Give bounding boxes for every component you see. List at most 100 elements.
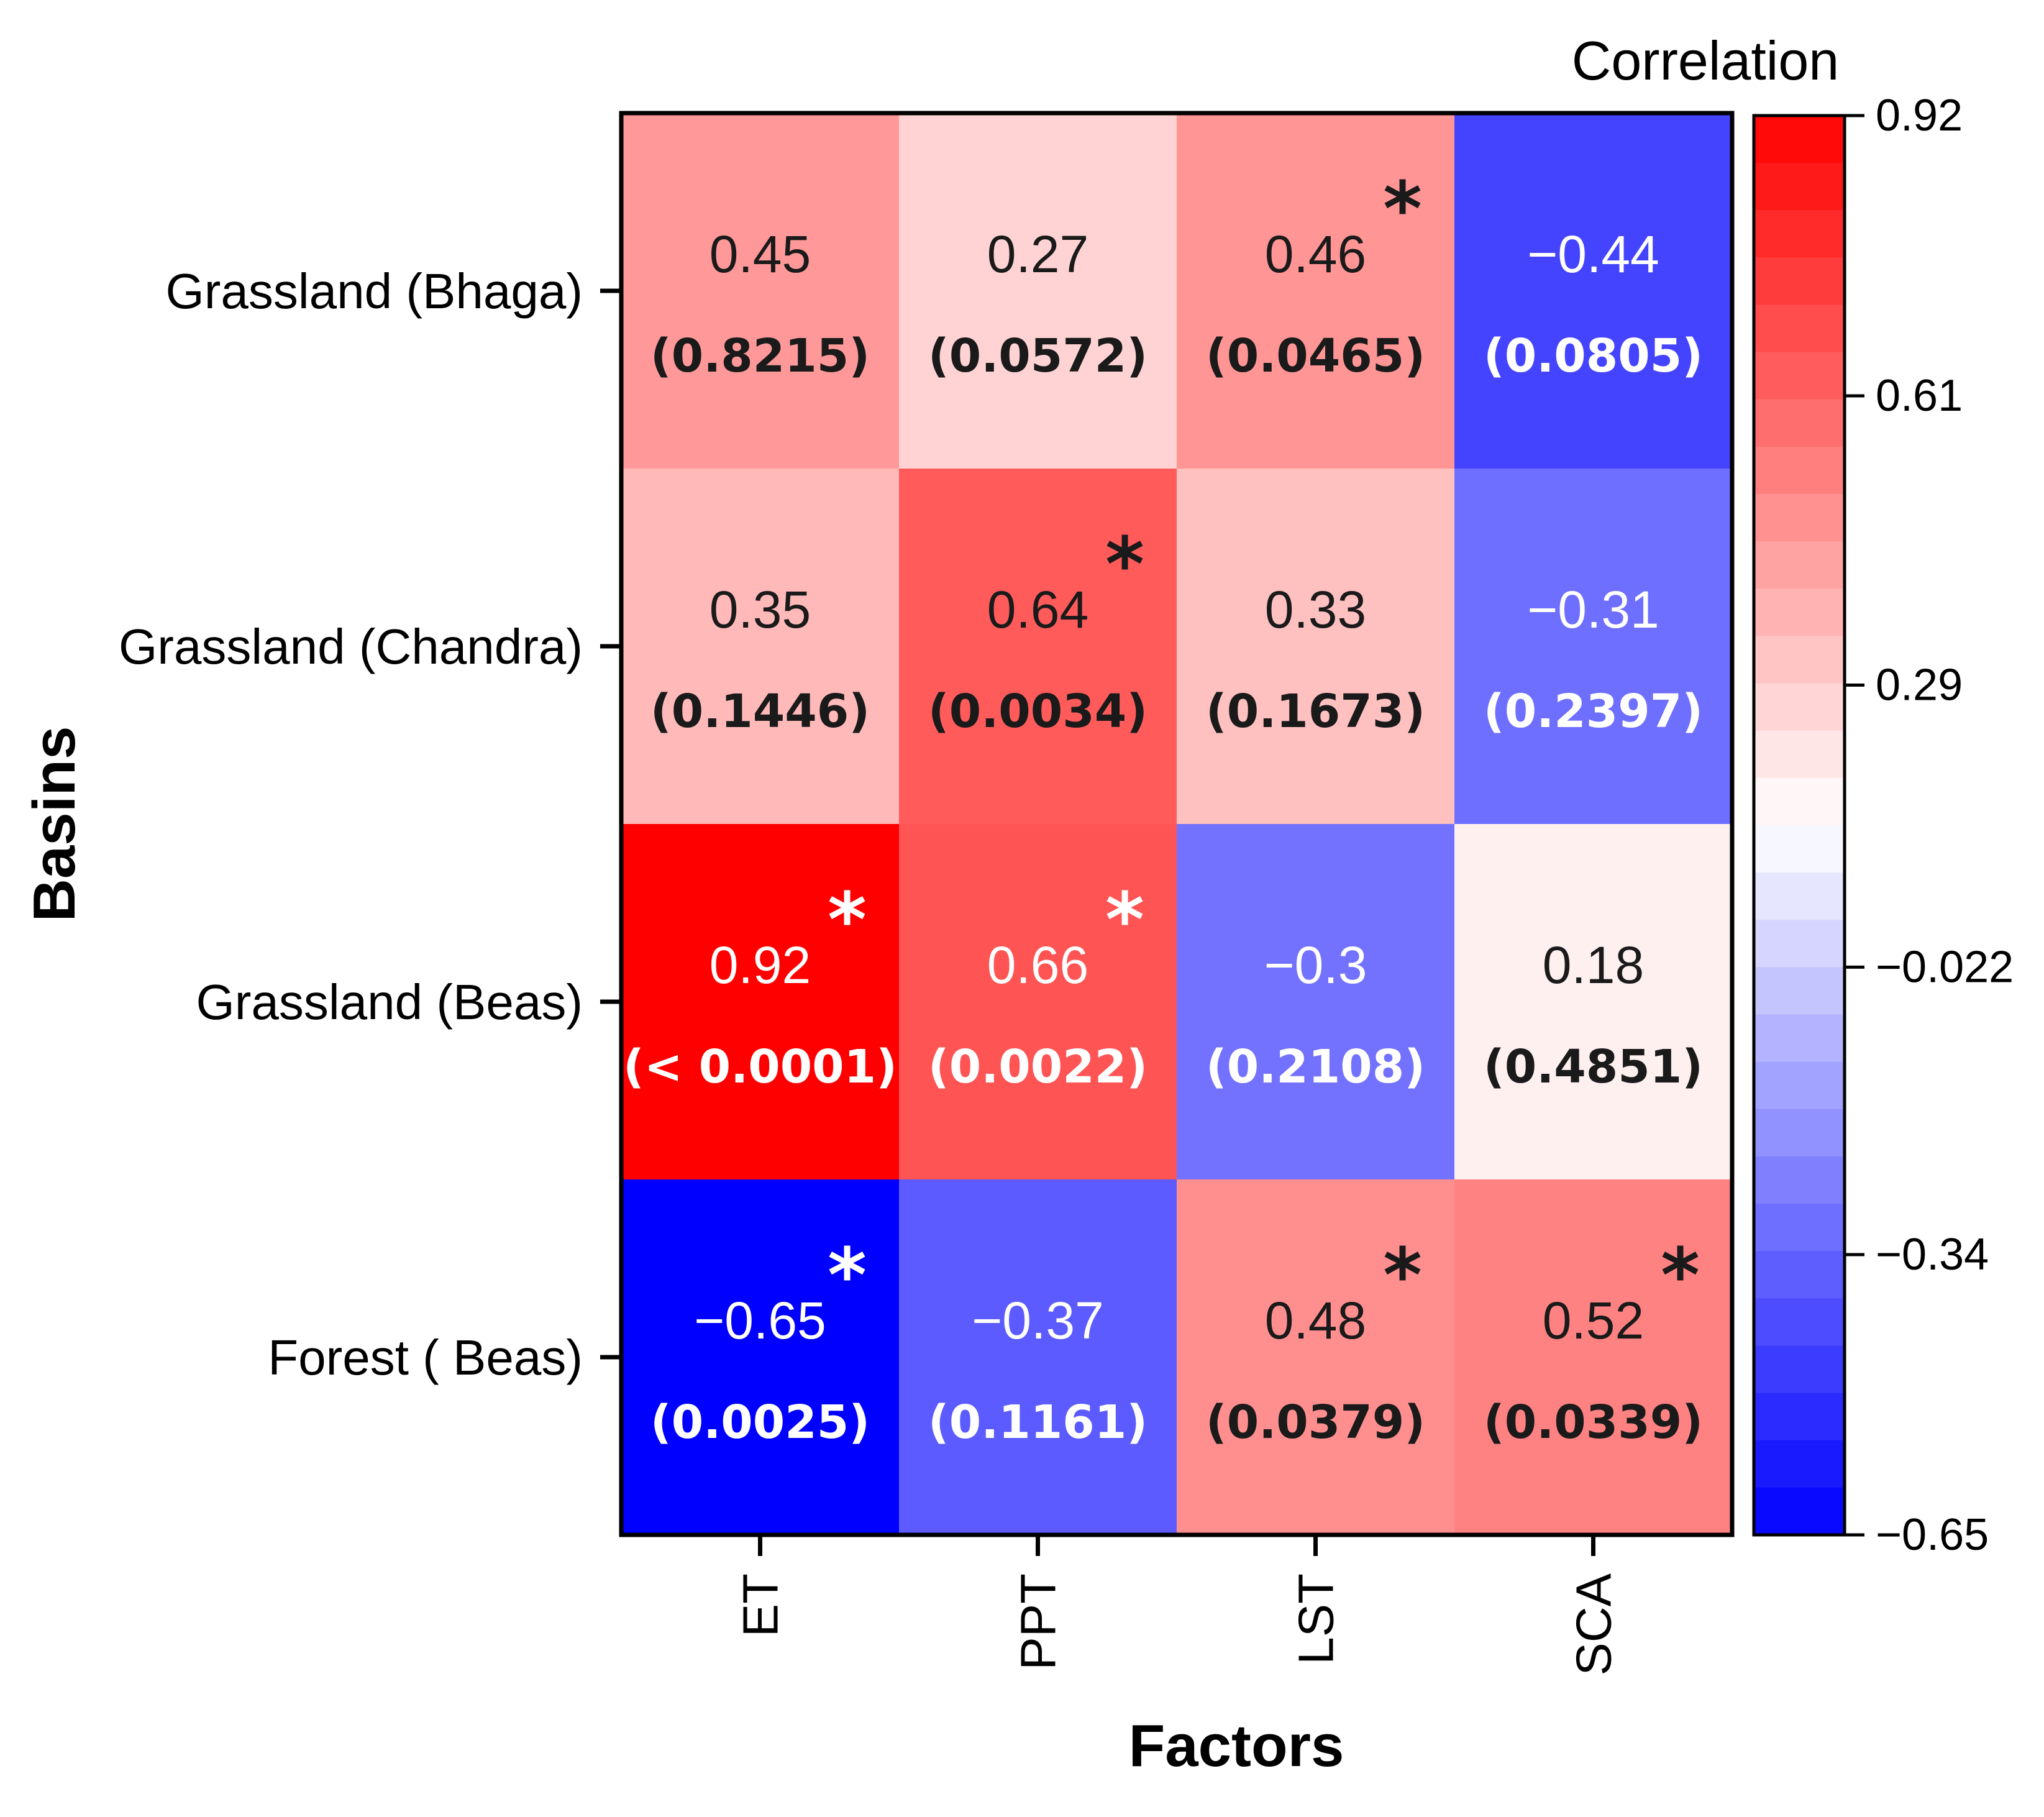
- heatmap-cell: [621, 113, 900, 469]
- significance-marker: *: [1661, 1233, 1700, 1319]
- colorbar-band: [1754, 446, 1845, 495]
- colorbar-band: [1754, 636, 1845, 684]
- colorbar-band: [1754, 541, 1845, 589]
- heatmap-cell: [1454, 824, 1733, 1180]
- x-tick-label: SCA: [1566, 1573, 1622, 1675]
- cell-value-label: 0.92: [709, 936, 811, 994]
- colorbar-band: [1754, 1061, 1845, 1110]
- cell-value-label: 0.48: [1265, 1291, 1367, 1350]
- colorbar-band: [1754, 494, 1845, 542]
- heatmap-cell: [1177, 113, 1455, 469]
- significance-marker: *: [1383, 167, 1422, 253]
- y-tick-label: Grassland (Bhaga): [166, 263, 583, 319]
- cell-p-value-label: (0.0379): [1206, 1396, 1425, 1449]
- x-tick-label: ET: [733, 1573, 788, 1637]
- heatmap-cell: [899, 1179, 1177, 1536]
- heatmap-cell: [621, 1179, 900, 1536]
- significance-marker: *: [828, 1233, 867, 1319]
- cell-value-label: −0.65: [694, 1291, 826, 1350]
- cell-p-value-label: (0.0465): [1206, 329, 1425, 383]
- colorbar-band: [1754, 210, 1845, 258]
- cell-value-label: −0.3: [1264, 936, 1367, 994]
- heatmap-cell: [899, 113, 1177, 469]
- colorbar-tick-label: 0.29: [1876, 661, 1963, 710]
- colorbar-tick-label: −0.34: [1876, 1230, 1989, 1279]
- colorbar-band: [1754, 1487, 1845, 1536]
- cell-p-value-label: (0.2397): [1484, 685, 1703, 738]
- y-tick-label: Grassland (Beas): [196, 974, 583, 1030]
- colorbar-band: [1754, 1109, 1845, 1157]
- x-tick-label: PPT: [1011, 1573, 1066, 1670]
- heatmap-cell: [1454, 113, 1733, 469]
- colorbar-frame: [1752, 114, 1846, 1537]
- cell-p-value-label: (0.1446): [650, 685, 870, 738]
- cell-value-label: 0.27: [987, 225, 1089, 283]
- cell-p-value-label: (0.1161): [928, 1396, 1147, 1449]
- cell-p-value-label: (0.2108): [1206, 1040, 1425, 1094]
- colorbar-band: [1754, 352, 1845, 400]
- heatmap-cell-labels: 0.45(0.8215)0.27(0.0572)0.46(0.0465)*−0.…: [623, 167, 1703, 1449]
- cell-p-value-label: (0.0022): [928, 1040, 1147, 1094]
- cell-p-value-label: (0.8215): [650, 329, 870, 383]
- colorbar-band: [1754, 683, 1845, 731]
- significance-marker: *: [1105, 522, 1144, 608]
- colorbar-band: [1754, 1251, 1845, 1299]
- heatmap-cells: [621, 113, 1733, 1536]
- cell-value-label: 0.52: [1543, 1291, 1645, 1350]
- colorbar-band: [1754, 1156, 1845, 1204]
- colorbar-tick-label: 0.61: [1876, 371, 1963, 421]
- heatmap-cell: [899, 469, 1177, 825]
- colorbar-band: [1754, 163, 1845, 211]
- colorbar-ticks: 0.92 0.61 0.29 −0.022 −0.34 −0.65: [1845, 91, 2014, 1560]
- cell-p-value-label: (0.1673): [1206, 685, 1425, 738]
- x-axis-title: Factors: [1129, 1713, 1344, 1779]
- y-tick-label: Forest ( Beas): [268, 1330, 583, 1385]
- cell-value-label: −0.37: [972, 1291, 1104, 1350]
- cell-p-value-label: (0.4851): [1484, 1040, 1703, 1094]
- significance-marker: *: [1383, 1233, 1422, 1319]
- heatmap-cell: [1177, 469, 1455, 825]
- colorbar-band: [1754, 1014, 1845, 1063]
- colorbar-band: [1754, 588, 1845, 637]
- cell-value-label: 0.64: [987, 580, 1089, 639]
- heatmap-cell: [621, 469, 900, 825]
- heatmap-cell: [1177, 824, 1455, 1180]
- cell-value-label: 0.46: [1265, 225, 1367, 283]
- y-axis: Grassland (Bhaga) Grassland (Chandra) Gras…: [119, 263, 621, 1385]
- cell-p-value-label: (0.0025): [650, 1396, 870, 1449]
- colorbar-band: [1754, 777, 1845, 826]
- colorbar-band: [1754, 967, 1845, 1015]
- cell-p-value-label: (0.0034): [928, 685, 1147, 738]
- colorbar-tick-label: −0.65: [1876, 1510, 1989, 1560]
- heatmap-cell: [1454, 469, 1733, 825]
- cell-value-label: 0.35: [709, 580, 811, 639]
- x-axis: ET PPT LST SCA: [733, 1535, 1622, 1676]
- colorbar-tick-label: −0.022: [1876, 942, 2014, 992]
- heatmap-cell: [1454, 1179, 1733, 1536]
- x-tick-label: LST: [1289, 1573, 1344, 1665]
- plot-frame: [619, 111, 1735, 1537]
- colorbar-band: [1754, 1393, 1845, 1441]
- colorbar-band: [1754, 1204, 1845, 1252]
- colorbar-band: [1754, 872, 1845, 920]
- colorbar-band: [1754, 257, 1845, 306]
- colorbar-band: [1754, 304, 1845, 353]
- colorbar-band: [1754, 1440, 1845, 1488]
- y-axis-title: Basins: [21, 726, 88, 922]
- colorbar: [1754, 116, 1845, 1536]
- colorbar-band: [1754, 1345, 1845, 1394]
- y-tick-label: Grassland (Chandra): [119, 619, 583, 674]
- cell-value-label: 0.18: [1543, 936, 1645, 994]
- colorbar-band: [1754, 399, 1845, 447]
- significance-marker: *: [1105, 877, 1144, 964]
- cell-p-value-label: (< 0.0001): [623, 1040, 897, 1094]
- colorbar-title: Correlation: [1572, 30, 1839, 91]
- colorbar-band: [1754, 1298, 1845, 1347]
- colorbar-band: [1754, 920, 1845, 968]
- cell-p-value-label: (0.0339): [1484, 1396, 1703, 1449]
- cell-value-label: −0.44: [1527, 225, 1659, 283]
- colorbar-band: [1754, 116, 1845, 163]
- heatmap-cell: [621, 824, 900, 1180]
- heatmap-cell: [1177, 1179, 1455, 1536]
- colorbar-tick-label: 0.92: [1876, 91, 1963, 140]
